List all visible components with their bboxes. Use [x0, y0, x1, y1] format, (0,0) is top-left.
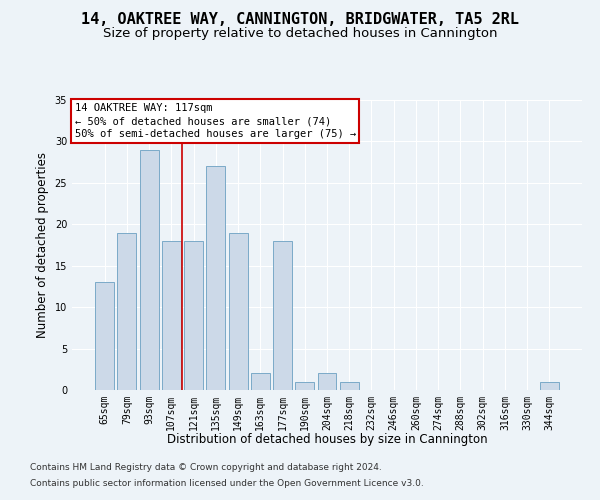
Bar: [340, 382, 359, 390]
Y-axis label: Number of detached properties: Number of detached properties: [36, 152, 49, 338]
Bar: [317, 374, 337, 390]
Bar: [273, 241, 292, 390]
Text: Contains public sector information licensed under the Open Government Licence v3: Contains public sector information licen…: [30, 478, 424, 488]
Bar: [540, 382, 559, 390]
Text: 14 OAKTREE WAY: 117sqm
← 50% of detached houses are smaller (74)
50% of semi-det: 14 OAKTREE WAY: 117sqm ← 50% of detached…: [74, 103, 356, 140]
Text: Distribution of detached houses by size in Cannington: Distribution of detached houses by size …: [167, 432, 487, 446]
Bar: [184, 241, 203, 390]
Bar: [118, 232, 136, 390]
Bar: [206, 166, 225, 390]
Text: Size of property relative to detached houses in Cannington: Size of property relative to detached ho…: [103, 28, 497, 40]
Bar: [140, 150, 158, 390]
Bar: [229, 232, 248, 390]
Text: Contains HM Land Registry data © Crown copyright and database right 2024.: Contains HM Land Registry data © Crown c…: [30, 464, 382, 472]
Bar: [295, 382, 314, 390]
Bar: [251, 374, 270, 390]
Bar: [162, 241, 181, 390]
Text: 14, OAKTREE WAY, CANNINGTON, BRIDGWATER, TA5 2RL: 14, OAKTREE WAY, CANNINGTON, BRIDGWATER,…: [81, 12, 519, 28]
Bar: [95, 282, 114, 390]
